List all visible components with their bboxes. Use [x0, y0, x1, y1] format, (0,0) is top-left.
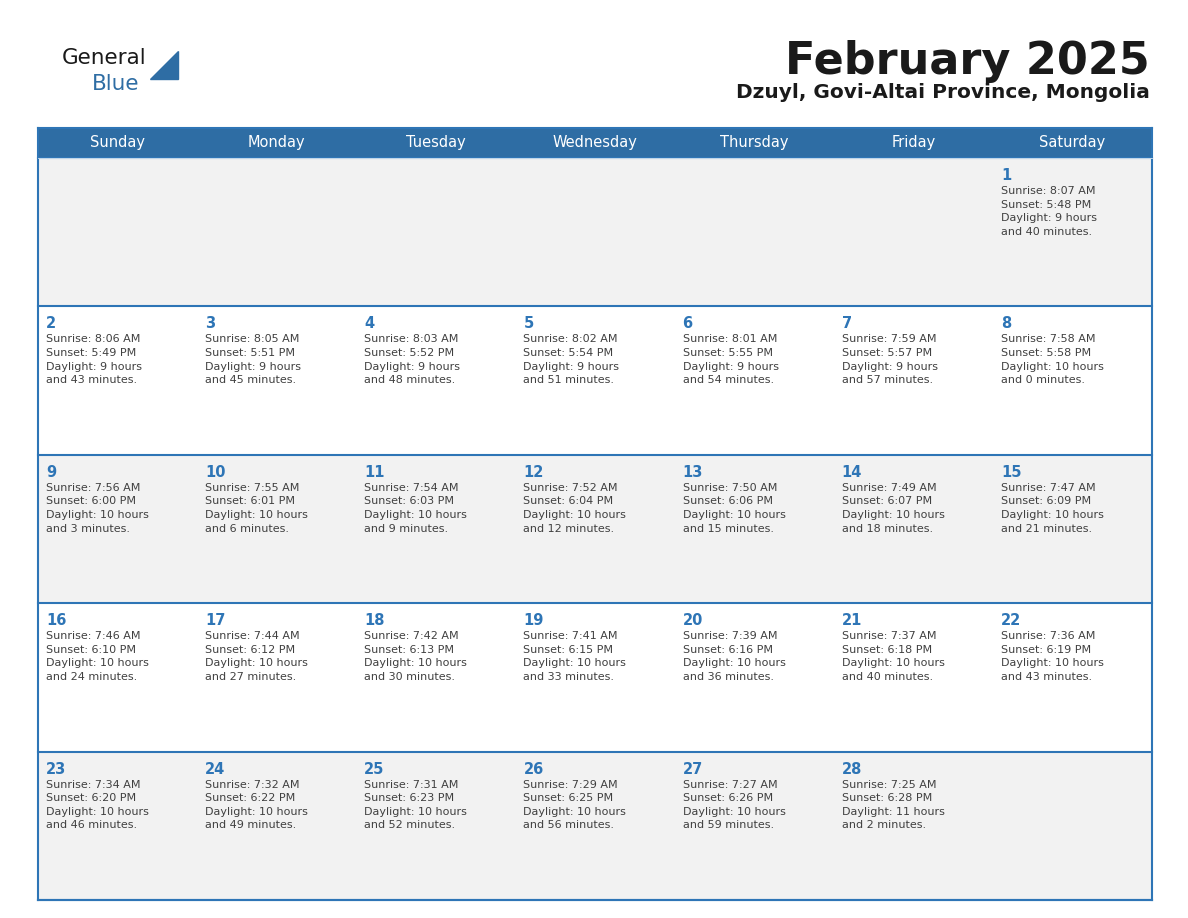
Text: 11: 11: [365, 465, 385, 480]
Text: 16: 16: [46, 613, 67, 628]
Text: Sunrise: 7:34 AM
Sunset: 6:20 PM
Daylight: 10 hours
and 46 minutes.: Sunrise: 7:34 AM Sunset: 6:20 PM Dayligh…: [46, 779, 148, 831]
Text: Sunrise: 7:58 AM
Sunset: 5:58 PM
Daylight: 10 hours
and 0 minutes.: Sunrise: 7:58 AM Sunset: 5:58 PM Dayligh…: [1000, 334, 1104, 386]
Text: 1: 1: [1000, 168, 1011, 183]
Text: Sunrise: 7:52 AM
Sunset: 6:04 PM
Daylight: 10 hours
and 12 minutes.: Sunrise: 7:52 AM Sunset: 6:04 PM Dayligh…: [524, 483, 626, 533]
Text: 23: 23: [46, 762, 67, 777]
Text: 10: 10: [206, 465, 226, 480]
Text: Blue: Blue: [91, 74, 139, 94]
Text: Sunrise: 8:01 AM
Sunset: 5:55 PM
Daylight: 9 hours
and 54 minutes.: Sunrise: 8:01 AM Sunset: 5:55 PM Dayligh…: [683, 334, 778, 386]
Text: 5: 5: [524, 317, 533, 331]
Text: Monday: Monday: [248, 136, 305, 151]
Text: 24: 24: [206, 762, 226, 777]
Text: 3: 3: [206, 317, 215, 331]
Text: Dzuyl, Govi-Altai Province, Mongolia: Dzuyl, Govi-Altai Province, Mongolia: [737, 83, 1150, 102]
Text: 6: 6: [683, 317, 693, 331]
Text: Sunrise: 7:47 AM
Sunset: 6:09 PM
Daylight: 10 hours
and 21 minutes.: Sunrise: 7:47 AM Sunset: 6:09 PM Dayligh…: [1000, 483, 1104, 533]
Text: Sunrise: 7:59 AM
Sunset: 5:57 PM
Daylight: 9 hours
and 57 minutes.: Sunrise: 7:59 AM Sunset: 5:57 PM Dayligh…: [842, 334, 937, 386]
Text: 20: 20: [683, 613, 703, 628]
Text: 12: 12: [524, 465, 544, 480]
Text: Tuesday: Tuesday: [406, 136, 466, 151]
Text: 8: 8: [1000, 317, 1011, 331]
Text: Sunrise: 7:44 AM
Sunset: 6:12 PM
Daylight: 10 hours
and 27 minutes.: Sunrise: 7:44 AM Sunset: 6:12 PM Dayligh…: [206, 632, 308, 682]
Bar: [38, 128, 1152, 158]
Text: Sunrise: 7:55 AM
Sunset: 6:01 PM
Daylight: 10 hours
and 6 minutes.: Sunrise: 7:55 AM Sunset: 6:01 PM Dayligh…: [206, 483, 308, 533]
Polygon shape: [150, 51, 178, 79]
Text: 14: 14: [842, 465, 862, 480]
Text: Sunrise: 7:41 AM
Sunset: 6:15 PM
Daylight: 10 hours
and 33 minutes.: Sunrise: 7:41 AM Sunset: 6:15 PM Dayligh…: [524, 632, 626, 682]
Text: Sunrise: 7:25 AM
Sunset: 6:28 PM
Daylight: 11 hours
and 2 minutes.: Sunrise: 7:25 AM Sunset: 6:28 PM Dayligh…: [842, 779, 944, 831]
Text: Sunrise: 8:06 AM
Sunset: 5:49 PM
Daylight: 9 hours
and 43 minutes.: Sunrise: 8:06 AM Sunset: 5:49 PM Dayligh…: [46, 334, 143, 386]
Text: 2: 2: [46, 317, 56, 331]
Text: 21: 21: [842, 613, 862, 628]
Text: 19: 19: [524, 613, 544, 628]
Text: Saturday: Saturday: [1040, 136, 1106, 151]
Text: 22: 22: [1000, 613, 1022, 628]
Text: Sunrise: 7:42 AM
Sunset: 6:13 PM
Daylight: 10 hours
and 30 minutes.: Sunrise: 7:42 AM Sunset: 6:13 PM Dayligh…: [365, 632, 467, 682]
Text: 18: 18: [365, 613, 385, 628]
Text: 25: 25: [365, 762, 385, 777]
Bar: [38, 307, 1152, 454]
Text: February 2025: February 2025: [785, 40, 1150, 83]
Text: Wednesday: Wednesday: [552, 136, 638, 151]
Text: Sunrise: 7:49 AM
Sunset: 6:07 PM
Daylight: 10 hours
and 18 minutes.: Sunrise: 7:49 AM Sunset: 6:07 PM Dayligh…: [842, 483, 944, 533]
Text: 7: 7: [842, 317, 852, 331]
Text: 26: 26: [524, 762, 544, 777]
Text: Sunrise: 8:05 AM
Sunset: 5:51 PM
Daylight: 9 hours
and 45 minutes.: Sunrise: 8:05 AM Sunset: 5:51 PM Dayligh…: [206, 334, 301, 386]
Text: Sunrise: 7:37 AM
Sunset: 6:18 PM
Daylight: 10 hours
and 40 minutes.: Sunrise: 7:37 AM Sunset: 6:18 PM Dayligh…: [842, 632, 944, 682]
Text: 17: 17: [206, 613, 226, 628]
Text: Sunrise: 8:03 AM
Sunset: 5:52 PM
Daylight: 9 hours
and 48 minutes.: Sunrise: 8:03 AM Sunset: 5:52 PM Dayligh…: [365, 334, 460, 386]
Text: 9: 9: [46, 465, 56, 480]
Text: Sunrise: 7:29 AM
Sunset: 6:25 PM
Daylight: 10 hours
and 56 minutes.: Sunrise: 7:29 AM Sunset: 6:25 PM Dayligh…: [524, 779, 626, 831]
Text: Sunrise: 7:27 AM
Sunset: 6:26 PM
Daylight: 10 hours
and 59 minutes.: Sunrise: 7:27 AM Sunset: 6:26 PM Dayligh…: [683, 779, 785, 831]
Text: Sunrise: 8:02 AM
Sunset: 5:54 PM
Daylight: 9 hours
and 51 minutes.: Sunrise: 8:02 AM Sunset: 5:54 PM Dayligh…: [524, 334, 619, 386]
Text: Sunrise: 7:50 AM
Sunset: 6:06 PM
Daylight: 10 hours
and 15 minutes.: Sunrise: 7:50 AM Sunset: 6:06 PM Dayligh…: [683, 483, 785, 533]
Text: 28: 28: [842, 762, 862, 777]
Text: Sunrise: 7:46 AM
Sunset: 6:10 PM
Daylight: 10 hours
and 24 minutes.: Sunrise: 7:46 AM Sunset: 6:10 PM Dayligh…: [46, 632, 148, 682]
Bar: [38, 603, 1152, 752]
Text: Sunrise: 7:31 AM
Sunset: 6:23 PM
Daylight: 10 hours
and 52 minutes.: Sunrise: 7:31 AM Sunset: 6:23 PM Dayligh…: [365, 779, 467, 831]
Text: Thursday: Thursday: [720, 136, 789, 151]
Text: Sunday: Sunday: [90, 136, 145, 151]
Text: Sunrise: 7:56 AM
Sunset: 6:00 PM
Daylight: 10 hours
and 3 minutes.: Sunrise: 7:56 AM Sunset: 6:00 PM Dayligh…: [46, 483, 148, 533]
Bar: [38, 454, 1152, 603]
Text: 13: 13: [683, 465, 703, 480]
Text: 27: 27: [683, 762, 703, 777]
Text: Friday: Friday: [891, 136, 935, 151]
Text: Sunrise: 8:07 AM
Sunset: 5:48 PM
Daylight: 9 hours
and 40 minutes.: Sunrise: 8:07 AM Sunset: 5:48 PM Dayligh…: [1000, 186, 1097, 237]
Bar: [38, 158, 1152, 307]
Text: General: General: [62, 48, 146, 68]
Text: Sunrise: 7:54 AM
Sunset: 6:03 PM
Daylight: 10 hours
and 9 minutes.: Sunrise: 7:54 AM Sunset: 6:03 PM Dayligh…: [365, 483, 467, 533]
Bar: [38, 752, 1152, 900]
Text: 4: 4: [365, 317, 374, 331]
Text: Sunrise: 7:32 AM
Sunset: 6:22 PM
Daylight: 10 hours
and 49 minutes.: Sunrise: 7:32 AM Sunset: 6:22 PM Dayligh…: [206, 779, 308, 831]
Text: Sunrise: 7:39 AM
Sunset: 6:16 PM
Daylight: 10 hours
and 36 minutes.: Sunrise: 7:39 AM Sunset: 6:16 PM Dayligh…: [683, 632, 785, 682]
Text: Sunrise: 7:36 AM
Sunset: 6:19 PM
Daylight: 10 hours
and 43 minutes.: Sunrise: 7:36 AM Sunset: 6:19 PM Dayligh…: [1000, 632, 1104, 682]
Text: 15: 15: [1000, 465, 1022, 480]
